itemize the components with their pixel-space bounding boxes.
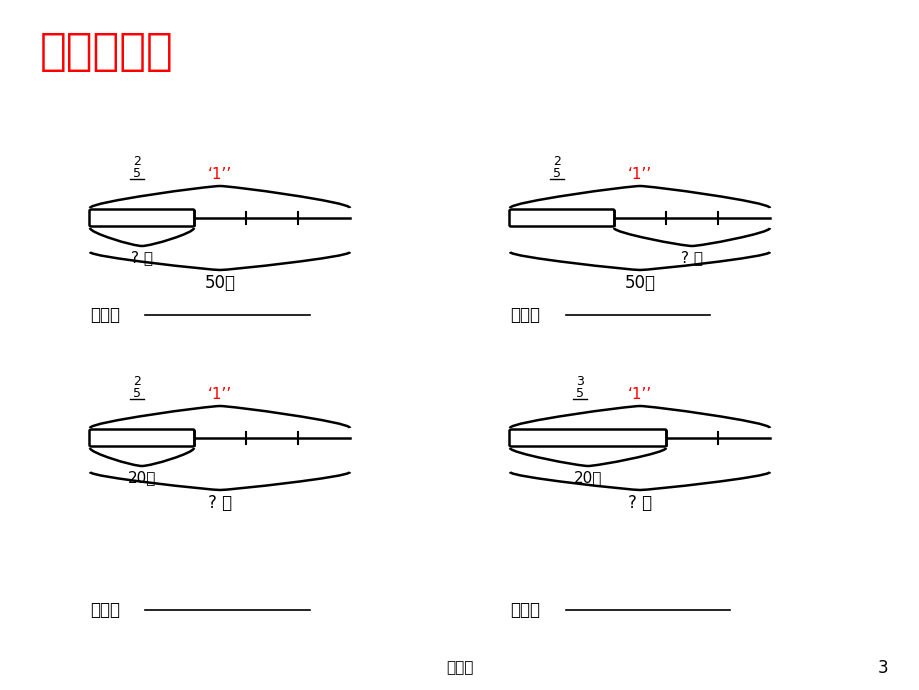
Text: 5: 5 bbox=[575, 387, 584, 400]
Text: 列式：: 列式： bbox=[90, 601, 119, 619]
Text: ‘1’’: ‘1’’ bbox=[627, 167, 652, 182]
FancyBboxPatch shape bbox=[509, 210, 614, 226]
Text: 5: 5 bbox=[132, 387, 141, 400]
Text: 看图列式：: 看图列式： bbox=[40, 30, 174, 74]
FancyBboxPatch shape bbox=[89, 429, 194, 446]
Text: 2: 2 bbox=[552, 155, 560, 168]
Text: 2: 2 bbox=[132, 155, 141, 168]
Text: 公开课: 公开课 bbox=[446, 660, 473, 676]
Text: ? 米: ? 米 bbox=[208, 494, 232, 512]
Text: 列式：: 列式： bbox=[90, 306, 119, 324]
Text: 20米: 20米 bbox=[128, 470, 156, 485]
FancyBboxPatch shape bbox=[509, 429, 665, 446]
Text: 5: 5 bbox=[552, 167, 561, 180]
Text: ? 米: ? 米 bbox=[628, 494, 652, 512]
Text: 3: 3 bbox=[877, 659, 887, 677]
Text: 3: 3 bbox=[575, 375, 584, 388]
Text: 列式：: 列式： bbox=[509, 306, 539, 324]
Text: 列式：: 列式： bbox=[509, 601, 539, 619]
Text: ‘1’’: ‘1’’ bbox=[627, 387, 652, 402]
Text: ? 米: ? 米 bbox=[680, 250, 702, 265]
Text: 50米: 50米 bbox=[624, 274, 654, 292]
Text: 2: 2 bbox=[132, 375, 141, 388]
Text: ‘1’’: ‘1’’ bbox=[208, 167, 232, 182]
FancyBboxPatch shape bbox=[89, 210, 194, 226]
Text: ‘1’’: ‘1’’ bbox=[208, 387, 232, 402]
Text: 50米: 50米 bbox=[204, 274, 235, 292]
Text: 5: 5 bbox=[132, 167, 141, 180]
Text: 20米: 20米 bbox=[573, 470, 602, 485]
Text: ? 米: ? 米 bbox=[130, 250, 153, 265]
